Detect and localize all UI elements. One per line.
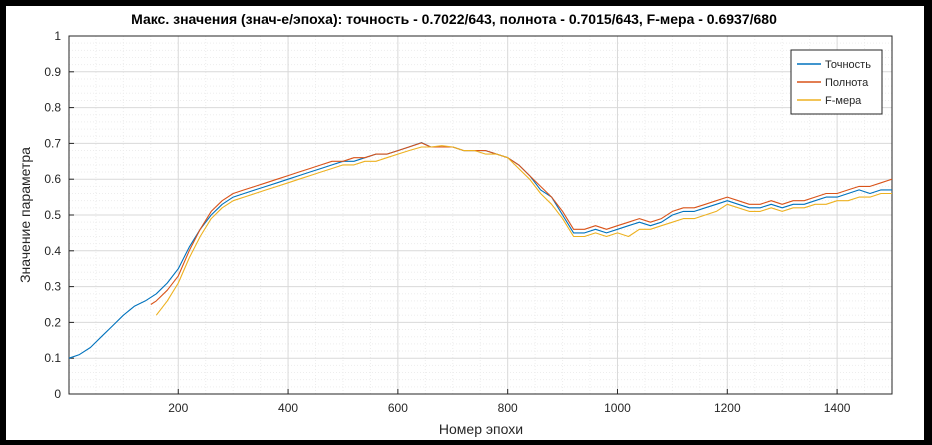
line-chart: 200 400 600 800 1000 1200 1400 0 0.1 0.2 0.3 0.4 0.… xyxy=(17,11,893,437)
y-tick-label: 0.4 xyxy=(44,244,61,258)
x-tick-label: 200 xyxy=(168,401,188,415)
y-tick-label: 0.8 xyxy=(44,101,61,115)
grid-layer xyxy=(69,35,892,395)
y-tick-label: 0.3 xyxy=(44,280,61,294)
series-layer xyxy=(68,142,893,359)
y-tick-label: 0.1 xyxy=(44,351,61,365)
legend-label: Точность xyxy=(825,59,871,71)
x-tick-label: 600 xyxy=(388,401,408,415)
chart-title: Макс. значения (знач-е/эпоха): точность … xyxy=(131,11,777,27)
x-tick-label: 400 xyxy=(278,401,298,415)
series-line-2 xyxy=(150,142,893,305)
y-tick-label: 0.2 xyxy=(44,315,61,329)
y-tick-label: 0.7 xyxy=(44,136,61,150)
x-tick-label: 1000 xyxy=(604,401,631,415)
x-tick-label: 800 xyxy=(498,401,518,415)
series-line-3 xyxy=(155,145,892,316)
y-tick-label: 0.6 xyxy=(44,172,61,186)
y-tick-label: 0.9 xyxy=(44,65,61,79)
y-axis-label: Значение параметра xyxy=(17,147,33,283)
y-tick-label: 0 xyxy=(54,387,61,401)
x-axis-label: Номер эпохи xyxy=(439,421,523,437)
legend-label: F-мера xyxy=(825,95,862,107)
figure-canvas: 200 400 600 800 1000 1200 1400 0 0.1 0.2 0.3 0.4 0.… xyxy=(6,6,924,440)
legend: Точность Полнота F-мера xyxy=(790,49,883,115)
y-tick-label: 0.5 xyxy=(44,208,61,222)
y-tick-label: 1 xyxy=(54,29,61,43)
x-tick-label: 1400 xyxy=(824,401,851,415)
y-tick-layer: 0 0.1 0.2 0.3 0.4 0.5 0.6 0.7 0.8 0.9 1 xyxy=(44,29,74,401)
x-tick-label: 1200 xyxy=(714,401,741,415)
x-tick-layer: 200 400 600 800 1000 1200 1400 xyxy=(168,389,851,415)
legend-label: Полнота xyxy=(825,77,869,89)
